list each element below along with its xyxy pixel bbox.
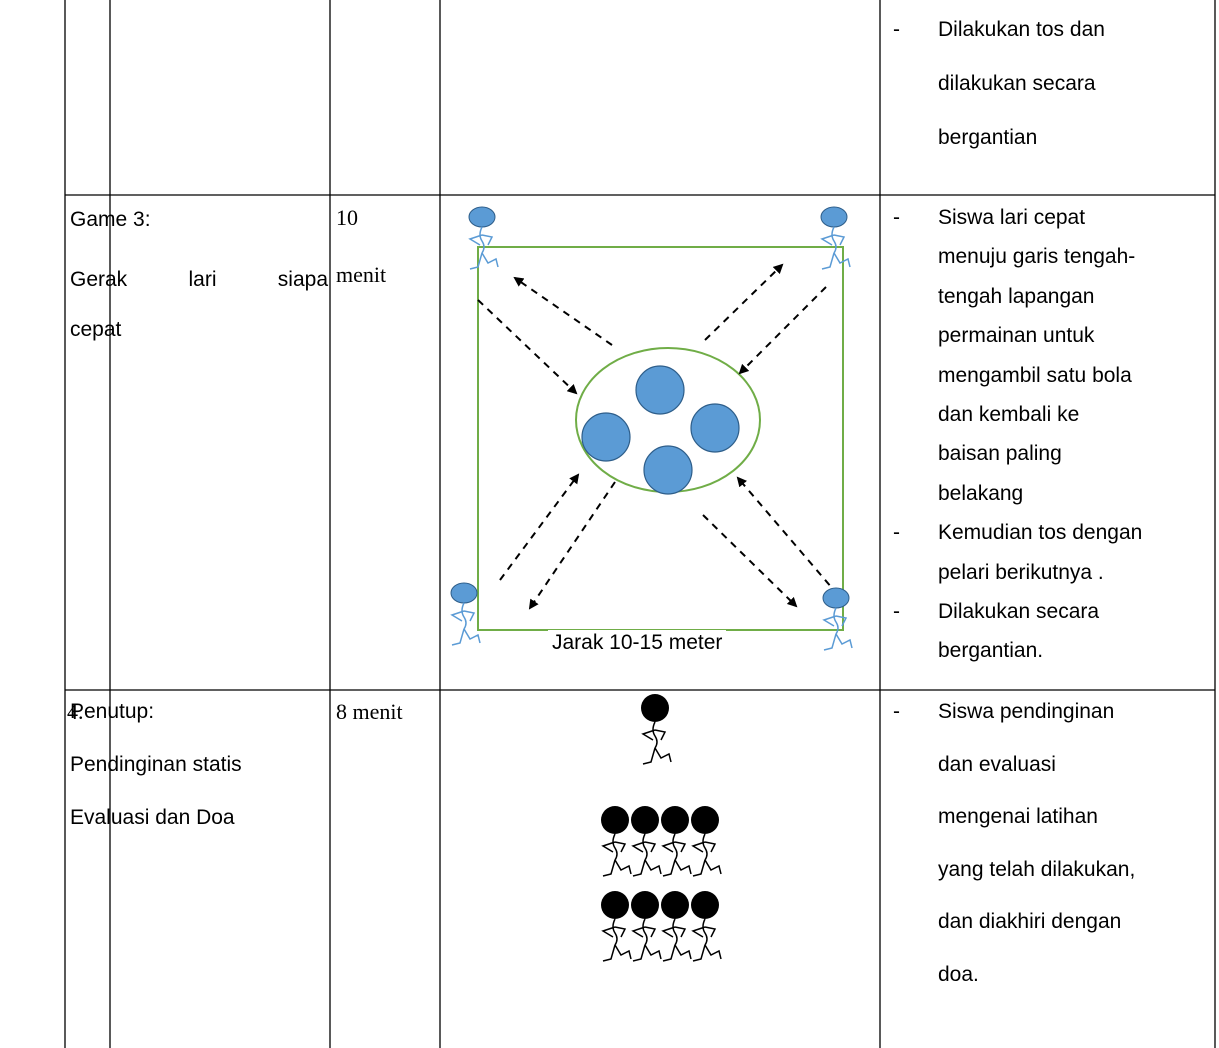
run-arrow: [736, 476, 839, 596]
note-line: dan evaluasi: [938, 752, 1056, 776]
student-head: [631, 806, 659, 834]
player: [661, 918, 692, 962]
player: [631, 918, 662, 962]
run-arrow: [477, 299, 578, 395]
distance-label: Jarak 10-15 meter: [548, 630, 727, 656]
note-line: dilakukan secara: [938, 72, 1096, 95]
player-head: [822, 587, 850, 609]
player: [820, 226, 851, 270]
balls: [581, 365, 740, 495]
note-line: Dilakukan secara: [938, 600, 1100, 623]
player: [601, 918, 632, 962]
note-line: Siswa lari cepat: [938, 206, 1086, 229]
run-arrow: [738, 286, 827, 375]
duration: menit: [336, 262, 387, 287]
player: [661, 833, 692, 877]
run-arrow: [704, 263, 784, 341]
player: [822, 607, 853, 651]
note-line: doa.: [938, 963, 979, 986]
player-head: [450, 582, 478, 604]
student-head: [641, 694, 669, 722]
note-line: menuju garis tengah-: [938, 245, 1136, 269]
table-borders: [64, 0, 1216, 1048]
note-line: Siswa pendinginan: [938, 700, 1115, 723]
duration: 10: [336, 205, 358, 230]
player-head: [468, 206, 496, 228]
note-line: Dilakukan tos dan: [938, 18, 1105, 41]
note-line: yang telah dilakukan,: [938, 857, 1136, 881]
player: [601, 833, 632, 877]
note-line: belakang: [938, 481, 1024, 505]
run-arrow: [513, 276, 613, 346]
note-line: pelari berikutnya .: [938, 560, 1104, 584]
bullet: -: [893, 206, 900, 229]
note-line: mengenai latihan: [938, 805, 1098, 829]
note-line: bergantian.: [938, 639, 1044, 663]
bullet: -: [893, 18, 900, 41]
note-line: baisan paling: [938, 442, 1062, 466]
student-head: [661, 806, 689, 834]
student-head: [661, 891, 689, 919]
note-line: tengah lapangan: [938, 284, 1095, 308]
note-line: permainan untuk: [938, 324, 1095, 348]
player: [450, 602, 481, 646]
bullet: -: [893, 521, 900, 545]
player: [641, 721, 672, 765]
activity-line: Penutup:: [70, 700, 155, 723]
activity-line: Game 3:: [70, 208, 151, 231]
activity-line: cepat: [70, 318, 122, 341]
bullet: -: [893, 700, 900, 723]
player-head: [820, 206, 848, 228]
row-number: 4.: [67, 699, 84, 724]
player: [691, 833, 722, 877]
bullet: -: [893, 600, 900, 623]
note-line: Kemudian tos dengan: [938, 521, 1143, 545]
student-head: [601, 806, 629, 834]
note-line: mengambil satu bola: [938, 363, 1132, 387]
activity-line: Pendinginan statis: [70, 753, 242, 776]
player: [631, 833, 662, 877]
player: [468, 226, 499, 270]
player: [691, 918, 722, 962]
student-head: [631, 891, 659, 919]
duration: 8 menit: [336, 699, 403, 724]
student-head: [691, 806, 719, 834]
note-line: bergantian: [938, 126, 1038, 149]
note-line: dan kembali ke: [938, 403, 1080, 426]
note-line: dan diakhiri dengan: [938, 910, 1122, 934]
run-arrow: [702, 514, 798, 608]
student-head: [691, 891, 719, 919]
student-head: [601, 891, 629, 919]
activity-line: Evaluasi dan Doa: [70, 806, 235, 829]
activity-line: Gerak lari siapa: [70, 268, 328, 291]
run-arrow: [528, 481, 616, 610]
run-arrow: [499, 473, 580, 581]
